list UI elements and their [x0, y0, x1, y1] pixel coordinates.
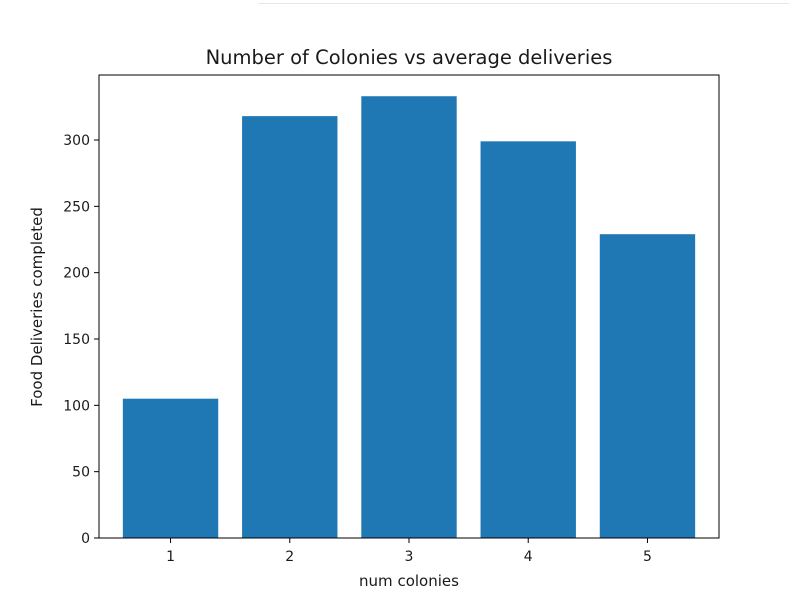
bar-3 — [361, 96, 457, 538]
bar-2 — [242, 116, 338, 538]
bar-4 — [480, 141, 576, 538]
bar-5 — [599, 234, 696, 538]
y-tick-label-50: 50 — [72, 465, 90, 481]
plot-frame — [98, 74, 720, 539]
chart-title: Number of Colonies vs average deliveries — [206, 46, 613, 69]
bars-group — [122, 96, 696, 538]
y-tick-label-100: 100 — [63, 398, 90, 414]
y-tick-label-250: 250 — [63, 199, 90, 215]
y-axis-ticks: 0 50 100 150 200 250 300 — [63, 133, 99, 547]
bar-1 — [122, 398, 219, 538]
top-divider-line — [258, 3, 789, 4]
y-tick-label-0: 0 — [81, 531, 90, 547]
x-tick-label-3: 3 — [405, 549, 414, 565]
x-tick-label-4: 4 — [524, 549, 533, 565]
y-axis-label: Food Deliveries completed — [28, 207, 46, 407]
x-axis-label: num colonies — [359, 572, 459, 590]
y-tick-label-200: 200 — [63, 266, 90, 282]
x-tick-label-5: 5 — [643, 549, 652, 565]
y-tick-label-300: 300 — [63, 133, 90, 149]
x-tick-label-1: 1 — [166, 549, 175, 565]
y-tick-label-150: 150 — [63, 332, 90, 348]
x-axis-ticks: 1 2 3 4 5 — [166, 538, 652, 565]
x-tick-label-2: 2 — [285, 549, 294, 565]
